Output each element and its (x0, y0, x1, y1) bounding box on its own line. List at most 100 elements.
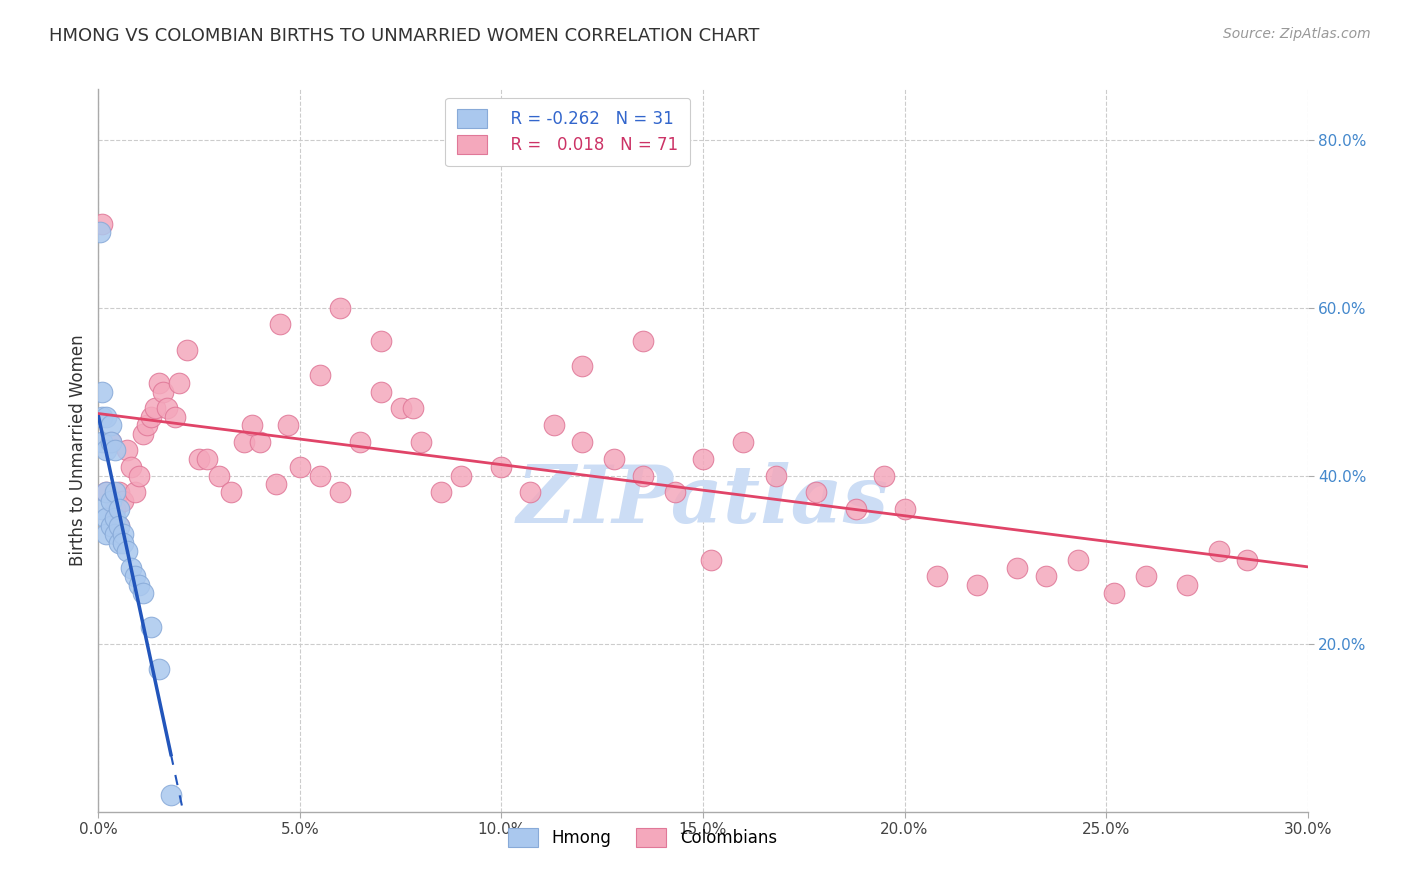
Point (195, 451, 218, 466)
Point (288, 460, 311, 475)
Point (765, 468, 787, 483)
Point (120, 460, 142, 475)
Point (111, 494, 134, 508)
Point (107, 536, 129, 550)
Point (107, 485, 129, 500)
Point (100, 418, 122, 433)
Point (733, 435, 755, 450)
Point (804, 485, 827, 500)
Point (103, 485, 125, 500)
Point (1135, 569, 1157, 583)
Point (139, 620, 162, 634)
Point (402, 401, 425, 416)
Point (96, 527, 118, 541)
Point (240, 418, 263, 433)
Point (91, 502, 114, 516)
Point (124, 569, 146, 583)
Point (208, 468, 231, 483)
Point (309, 468, 332, 483)
Point (845, 502, 868, 516)
Point (1007, 561, 1029, 575)
Point (96, 409, 118, 424)
Point (167, 376, 190, 391)
Point (103, 443, 125, 458)
Point (132, 586, 155, 600)
Point (128, 578, 150, 592)
Point (135, 418, 157, 433)
Point (571, 435, 593, 450)
Point (107, 519, 129, 533)
Point (1175, 578, 1198, 592)
Point (269, 318, 291, 332)
Point (221, 485, 243, 500)
Point (111, 527, 134, 541)
Point (430, 485, 453, 500)
Point (103, 527, 125, 541)
Point (491, 460, 513, 475)
Y-axis label: Births to Unmarried Women: Births to Unmarried Women (69, 334, 87, 566)
Point (409, 435, 432, 450)
Point (96, 443, 118, 458)
Point (163, 409, 186, 424)
Point (100, 435, 122, 450)
Point (91, 217, 114, 231)
Point (107, 519, 129, 533)
Point (100, 519, 122, 533)
Point (96, 485, 118, 500)
Point (103, 502, 125, 516)
Point (329, 301, 352, 315)
Point (139, 409, 162, 424)
Point (692, 451, 714, 466)
Point (1067, 552, 1090, 566)
Text: ZIPatlas: ZIPatlas (517, 462, 889, 540)
Point (143, 401, 166, 416)
Point (264, 477, 287, 491)
Point (148, 662, 170, 676)
Point (232, 435, 254, 450)
Point (389, 401, 412, 416)
Point (309, 368, 332, 382)
Point (96, 510, 118, 524)
Point (128, 468, 150, 483)
Text: Source: ZipAtlas.com: Source: ZipAtlas.com (1223, 27, 1371, 41)
Point (89, 225, 111, 239)
Point (96, 485, 118, 500)
Point (148, 376, 170, 391)
Point (1236, 552, 1258, 566)
Point (91, 409, 114, 424)
Point (132, 426, 155, 441)
Point (152, 384, 174, 399)
Point (107, 502, 129, 516)
Point (111, 536, 134, 550)
Point (115, 544, 138, 558)
Point (249, 435, 271, 450)
Point (873, 468, 896, 483)
Point (156, 401, 179, 416)
Point (115, 443, 138, 458)
Point (893, 502, 915, 516)
Point (103, 510, 125, 524)
Point (519, 485, 541, 500)
Legend: Hmong, Colombians: Hmong, Colombians (502, 822, 783, 854)
Point (91, 384, 114, 399)
Point (925, 569, 948, 583)
Point (91, 435, 114, 450)
Point (349, 435, 371, 450)
Point (1208, 544, 1230, 558)
Point (370, 384, 392, 399)
Point (329, 485, 352, 500)
Point (603, 451, 626, 466)
Point (664, 485, 686, 500)
Point (966, 578, 988, 592)
Point (100, 435, 122, 450)
Point (100, 494, 122, 508)
Point (176, 343, 198, 357)
Point (160, 788, 183, 802)
Point (124, 485, 146, 500)
Point (277, 418, 299, 433)
Point (1035, 569, 1057, 583)
Point (631, 334, 654, 349)
Point (571, 359, 593, 374)
Point (370, 334, 392, 349)
Text: HMONG VS COLOMBIAN BIRTHS TO UNMARRIED WOMEN CORRELATION CHART: HMONG VS COLOMBIAN BIRTHS TO UNMARRIED W… (49, 27, 759, 45)
